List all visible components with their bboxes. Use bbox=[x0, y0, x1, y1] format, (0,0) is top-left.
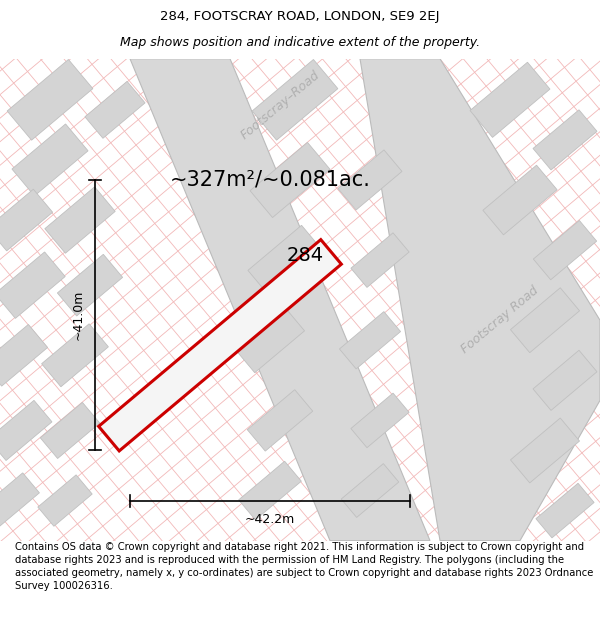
Polygon shape bbox=[58, 254, 122, 316]
Text: 284, FOOTSCRAY ROAD, LONDON, SE9 2EJ: 284, FOOTSCRAY ROAD, LONDON, SE9 2EJ bbox=[160, 10, 440, 23]
Text: Contains OS data © Crown copyright and database right 2021. This information is : Contains OS data © Crown copyright and d… bbox=[15, 542, 593, 591]
Polygon shape bbox=[12, 124, 88, 196]
Polygon shape bbox=[235, 308, 305, 372]
Polygon shape bbox=[40, 402, 100, 459]
Text: Map shows position and indicative extent of the property.: Map shows position and indicative extent… bbox=[120, 36, 480, 49]
Polygon shape bbox=[0, 189, 53, 251]
Polygon shape bbox=[239, 461, 301, 520]
Polygon shape bbox=[250, 142, 330, 218]
Polygon shape bbox=[533, 110, 597, 170]
Polygon shape bbox=[0, 252, 65, 318]
Polygon shape bbox=[130, 59, 430, 541]
Text: ~327m²/~0.081ac.: ~327m²/~0.081ac. bbox=[170, 170, 371, 190]
Polygon shape bbox=[511, 418, 580, 483]
Text: ~42.2m: ~42.2m bbox=[245, 512, 295, 526]
Text: Footscray Road: Footscray Road bbox=[459, 284, 541, 356]
Polygon shape bbox=[341, 464, 399, 518]
Polygon shape bbox=[0, 401, 52, 461]
Polygon shape bbox=[360, 59, 600, 541]
Polygon shape bbox=[338, 150, 402, 210]
Polygon shape bbox=[511, 288, 580, 352]
Polygon shape bbox=[45, 187, 115, 253]
Polygon shape bbox=[0, 324, 47, 386]
Text: Footscray–Road: Footscray–Road bbox=[238, 68, 322, 142]
Polygon shape bbox=[351, 393, 409, 448]
Polygon shape bbox=[41, 324, 109, 387]
Polygon shape bbox=[252, 59, 338, 140]
Polygon shape bbox=[85, 81, 145, 138]
Polygon shape bbox=[0, 473, 40, 528]
Text: 284: 284 bbox=[286, 246, 323, 264]
Polygon shape bbox=[483, 165, 557, 235]
Polygon shape bbox=[340, 312, 401, 369]
Polygon shape bbox=[38, 475, 92, 526]
Polygon shape bbox=[248, 225, 322, 295]
Polygon shape bbox=[98, 239, 341, 451]
Polygon shape bbox=[533, 221, 596, 280]
Polygon shape bbox=[533, 350, 597, 411]
Polygon shape bbox=[351, 233, 409, 288]
Text: ~41.0m: ~41.0m bbox=[72, 290, 85, 341]
Polygon shape bbox=[247, 390, 313, 451]
Polygon shape bbox=[536, 483, 594, 538]
Polygon shape bbox=[7, 59, 93, 140]
Polygon shape bbox=[470, 62, 550, 138]
